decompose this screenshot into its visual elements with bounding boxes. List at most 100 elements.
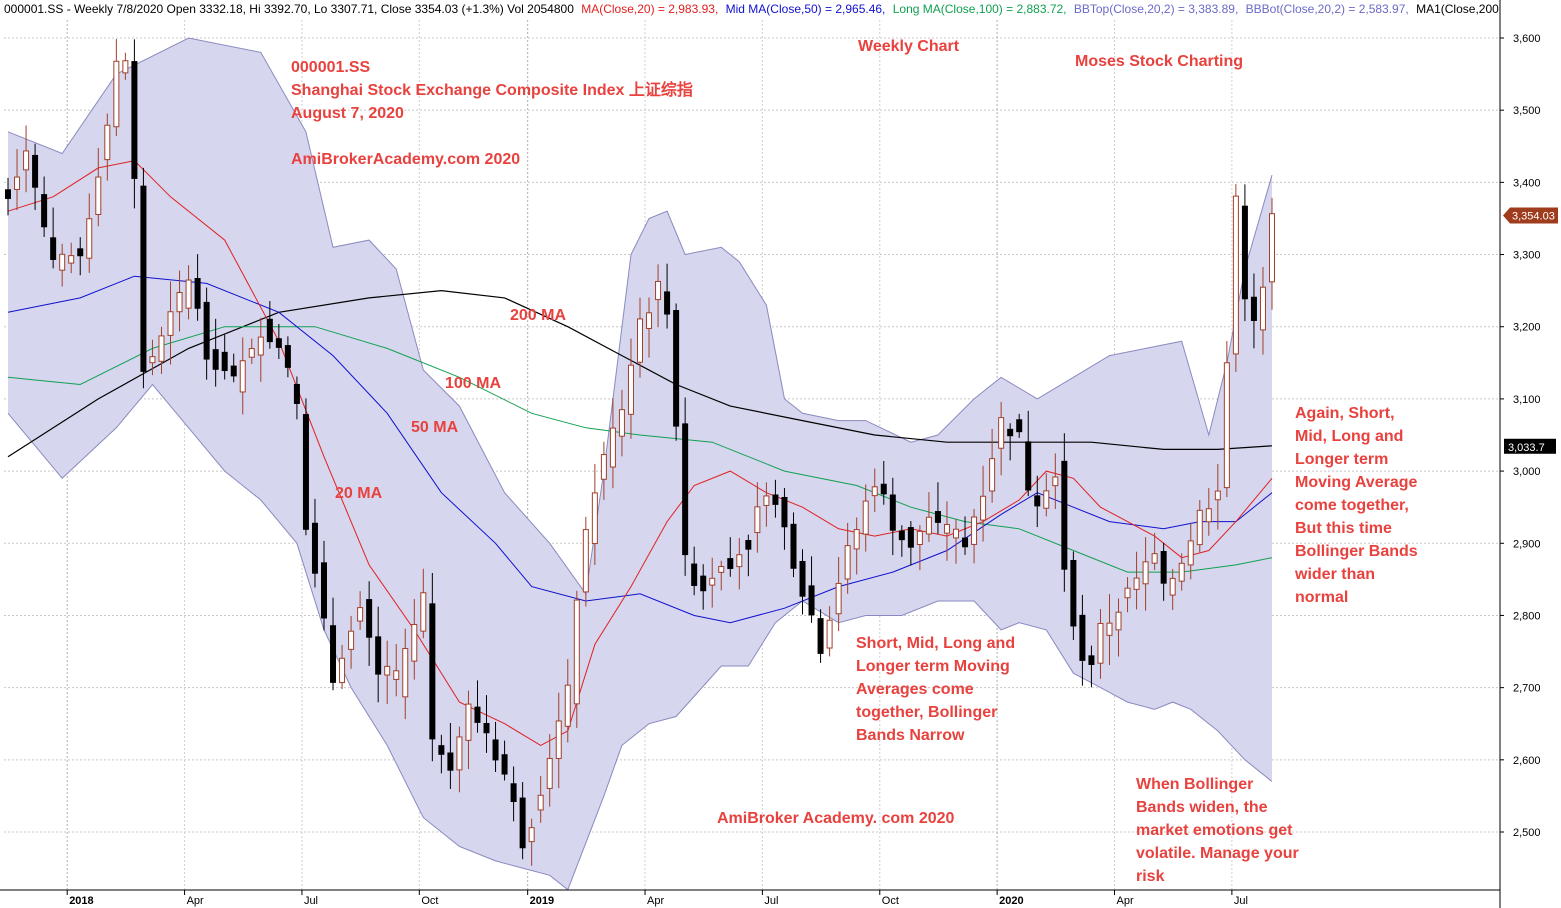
- candle-99: [898, 525, 905, 557]
- y-tick-label-11: 2,500: [1513, 827, 1541, 839]
- candle-113: [1025, 410, 1032, 497]
- candle-17: [158, 326, 165, 374]
- candle-body-68: [618, 409, 625, 437]
- candle-89: [808, 556, 815, 623]
- candle-115: [1043, 473, 1050, 517]
- candle-117: [1061, 433, 1068, 592]
- candle-body-110: [998, 417, 1005, 449]
- candle-107: [971, 508, 978, 564]
- candle-body-61: [555, 720, 562, 759]
- candle-116: [1052, 453, 1059, 509]
- candle-body-74: [673, 310, 680, 427]
- candle-body-126: [1142, 561, 1149, 585]
- candle-21: [194, 254, 201, 321]
- candle-body-63: [573, 599, 580, 705]
- candle-57: [519, 782, 526, 860]
- candle-body-36: [330, 625, 337, 683]
- candle-body-120: [1088, 655, 1095, 666]
- candle-70: [637, 297, 643, 378]
- risk-note-line-1: When Bollinger: [1136, 776, 1253, 793]
- candle-122: [1106, 594, 1113, 666]
- weekly-chart-label: Weekly Chart: [858, 38, 960, 55]
- candle-114: [1034, 475, 1041, 528]
- candle-body-39: [357, 607, 364, 622]
- candle-body-15: [140, 185, 147, 372]
- y-tick-label-10: 2,600: [1513, 755, 1541, 767]
- candle-body-4: [41, 194, 48, 228]
- candle-20: [185, 265, 192, 320]
- candle-75: [682, 397, 689, 576]
- candle-91: [826, 606, 833, 657]
- candle-body-117: [1061, 460, 1068, 570]
- candle-83: [754, 482, 761, 553]
- wide-note-line-4: Moving Average: [1295, 474, 1418, 491]
- candle-body-115: [1043, 490, 1050, 509]
- candle-body-0: [5, 189, 11, 199]
- wide-note-line-2: Mid, Long and: [1295, 428, 1403, 445]
- candle-body-104: [943, 523, 950, 534]
- candle-body-43: [393, 670, 400, 680]
- wide-note-line-8: wider than: [1294, 566, 1375, 583]
- ma200-value-tag: 3,033.7: [1504, 438, 1556, 454]
- wide-note-line-3: Longer term: [1295, 451, 1388, 468]
- candle-71: [646, 297, 653, 358]
- candle-13: [122, 52, 129, 80]
- candle-73: [664, 263, 671, 329]
- candle-body-100: [907, 527, 914, 548]
- candle-29: [266, 301, 273, 349]
- candle-47: [429, 573, 436, 762]
- title-line-date: August 7, 2020: [291, 105, 404, 122]
- candle-111: [1007, 423, 1014, 461]
- candle-body-130: [1178, 562, 1185, 582]
- candle-138: [1250, 273, 1257, 349]
- candle-body-124: [1124, 587, 1131, 599]
- header-mid-ma: Mid MA(Close,50) = 2,965.46,: [726, 2, 886, 16]
- candle-106: [962, 516, 969, 555]
- candle-60: [546, 734, 553, 807]
- candle-94: [853, 517, 860, 575]
- x-tick-label-4: 2019: [530, 895, 554, 907]
- candle-body-42: [384, 665, 391, 676]
- candle-35: [321, 540, 327, 631]
- candle-19: [176, 270, 183, 332]
- candle-85: [772, 479, 779, 518]
- candle-134: [1214, 464, 1221, 530]
- ma200-value-tag-shape: [1504, 438, 1556, 454]
- candle-body-65: [591, 492, 598, 545]
- candle-43: [393, 644, 400, 697]
- candle-body-84: [763, 495, 770, 506]
- candle-body-53: [483, 722, 490, 734]
- candle-9: [86, 193, 93, 273]
- candle-body-107: [971, 516, 978, 545]
- candle-40: [366, 581, 373, 666]
- candle-56: [510, 766, 517, 822]
- x-tick-label-8: 2020: [999, 895, 1023, 907]
- candle-body-80: [727, 558, 734, 569]
- candle-body-28: [257, 336, 264, 356]
- candle-body-93: [844, 545, 851, 580]
- narrow-note-line-2: Longer term Moving: [856, 658, 1010, 675]
- candle-body-105: [953, 528, 959, 539]
- candle-42: [384, 640, 391, 704]
- candle-body-112: [1016, 419, 1023, 433]
- header-bbtop: BBTop(Close,20,2) = 3,383.89,: [1074, 2, 1238, 16]
- y-tick-label-0: 3,600: [1513, 33, 1541, 45]
- candle-body-138: [1250, 296, 1257, 321]
- candle-body-57: [519, 797, 526, 849]
- candle-body-136: [1232, 195, 1239, 355]
- ma200-label: 200 MA: [510, 307, 566, 324]
- candle-body-62: [564, 684, 571, 727]
- candle-body-23: [212, 349, 219, 370]
- candle-body-38: [348, 630, 355, 650]
- candle-body-48: [438, 745, 445, 755]
- candle-48: [438, 734, 445, 774]
- candle-38: [348, 615, 355, 669]
- candle-110: [998, 401, 1005, 476]
- candle-body-66: [600, 454, 607, 480]
- header-ma1: MA1(Close,200: [1416, 2, 1499, 16]
- candle-64: [582, 516, 589, 607]
- candle-body-9: [86, 218, 93, 259]
- candle-body-19: [176, 291, 183, 313]
- candle-body-125: [1133, 577, 1140, 590]
- candle-body-46: [420, 592, 427, 632]
